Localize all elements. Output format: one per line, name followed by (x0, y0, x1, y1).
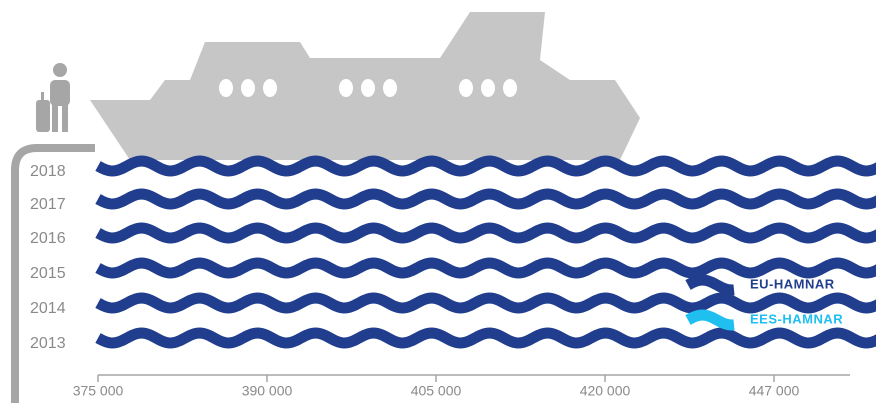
wave-bar (95, 292, 876, 314)
y-tick-label: 2013 (30, 335, 66, 352)
wave-bar (95, 327, 876, 349)
bracket (11, 144, 95, 403)
wave-bar (95, 188, 876, 210)
legend-swatch (685, 309, 735, 331)
x-tick-label: 447 000 (749, 383, 800, 399)
y-tick-label: 2017 (30, 196, 66, 213)
traveller-icon (36, 63, 70, 132)
x-tick-label: 405 000 (411, 383, 462, 399)
legend-label: EU-HAMNAR (750, 276, 835, 291)
y-tick-label: 2018 (30, 163, 66, 180)
legend-label: EES-HAMNAR (750, 311, 843, 326)
y-tick-label: 2014 (30, 300, 66, 317)
legend-swatch (685, 274, 735, 296)
x-tick-label: 375 000 (73, 383, 124, 399)
wave-bar (95, 257, 876, 279)
wave-bar (95, 222, 876, 244)
y-tick-label: 2016 (30, 230, 66, 247)
x-tick-label: 420 000 (580, 383, 631, 399)
y-tick-label: 2015 (30, 265, 66, 282)
ship (90, 12, 640, 160)
x-tick-label: 390 000 (242, 383, 293, 399)
wave-bar (95, 155, 876, 177)
